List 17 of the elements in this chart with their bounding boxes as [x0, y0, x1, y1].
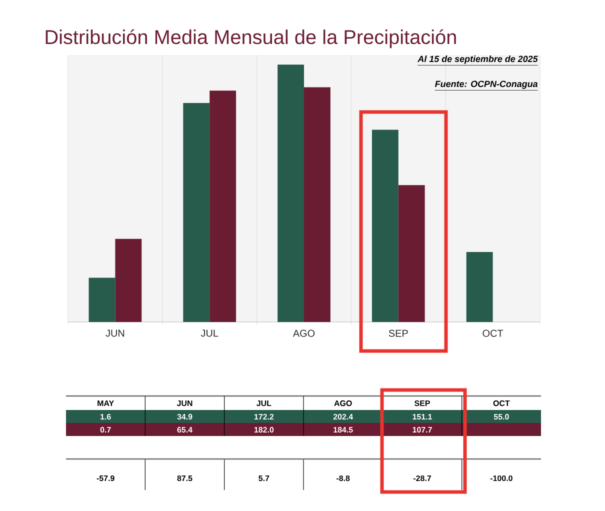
text: Al 15 de septiembre de 2025: [418, 55, 538, 64]
bar: [398, 185, 425, 322]
chart-title: Distribución Media Mensual de la Precipitación: [46, 29, 456, 48]
annotation: Fuente: OCPN-Conagua: [435, 80, 538, 89]
bar: [115, 238, 142, 322]
bar: [88, 278, 116, 322]
bar: [372, 130, 398, 322]
bar: [183, 102, 210, 322]
x-tick-label: JUL: [200, 330, 218, 337]
bar: [304, 87, 330, 322]
bar: [278, 64, 304, 322]
bar: [210, 90, 236, 322]
x-tick-label: JUN: [106, 330, 124, 337]
x-tick-label: AGO: [292, 330, 315, 337]
x-tick-label: OCT: [482, 330, 504, 337]
x-tick-label: SEP: [388, 330, 408, 337]
bar: [466, 252, 493, 322]
